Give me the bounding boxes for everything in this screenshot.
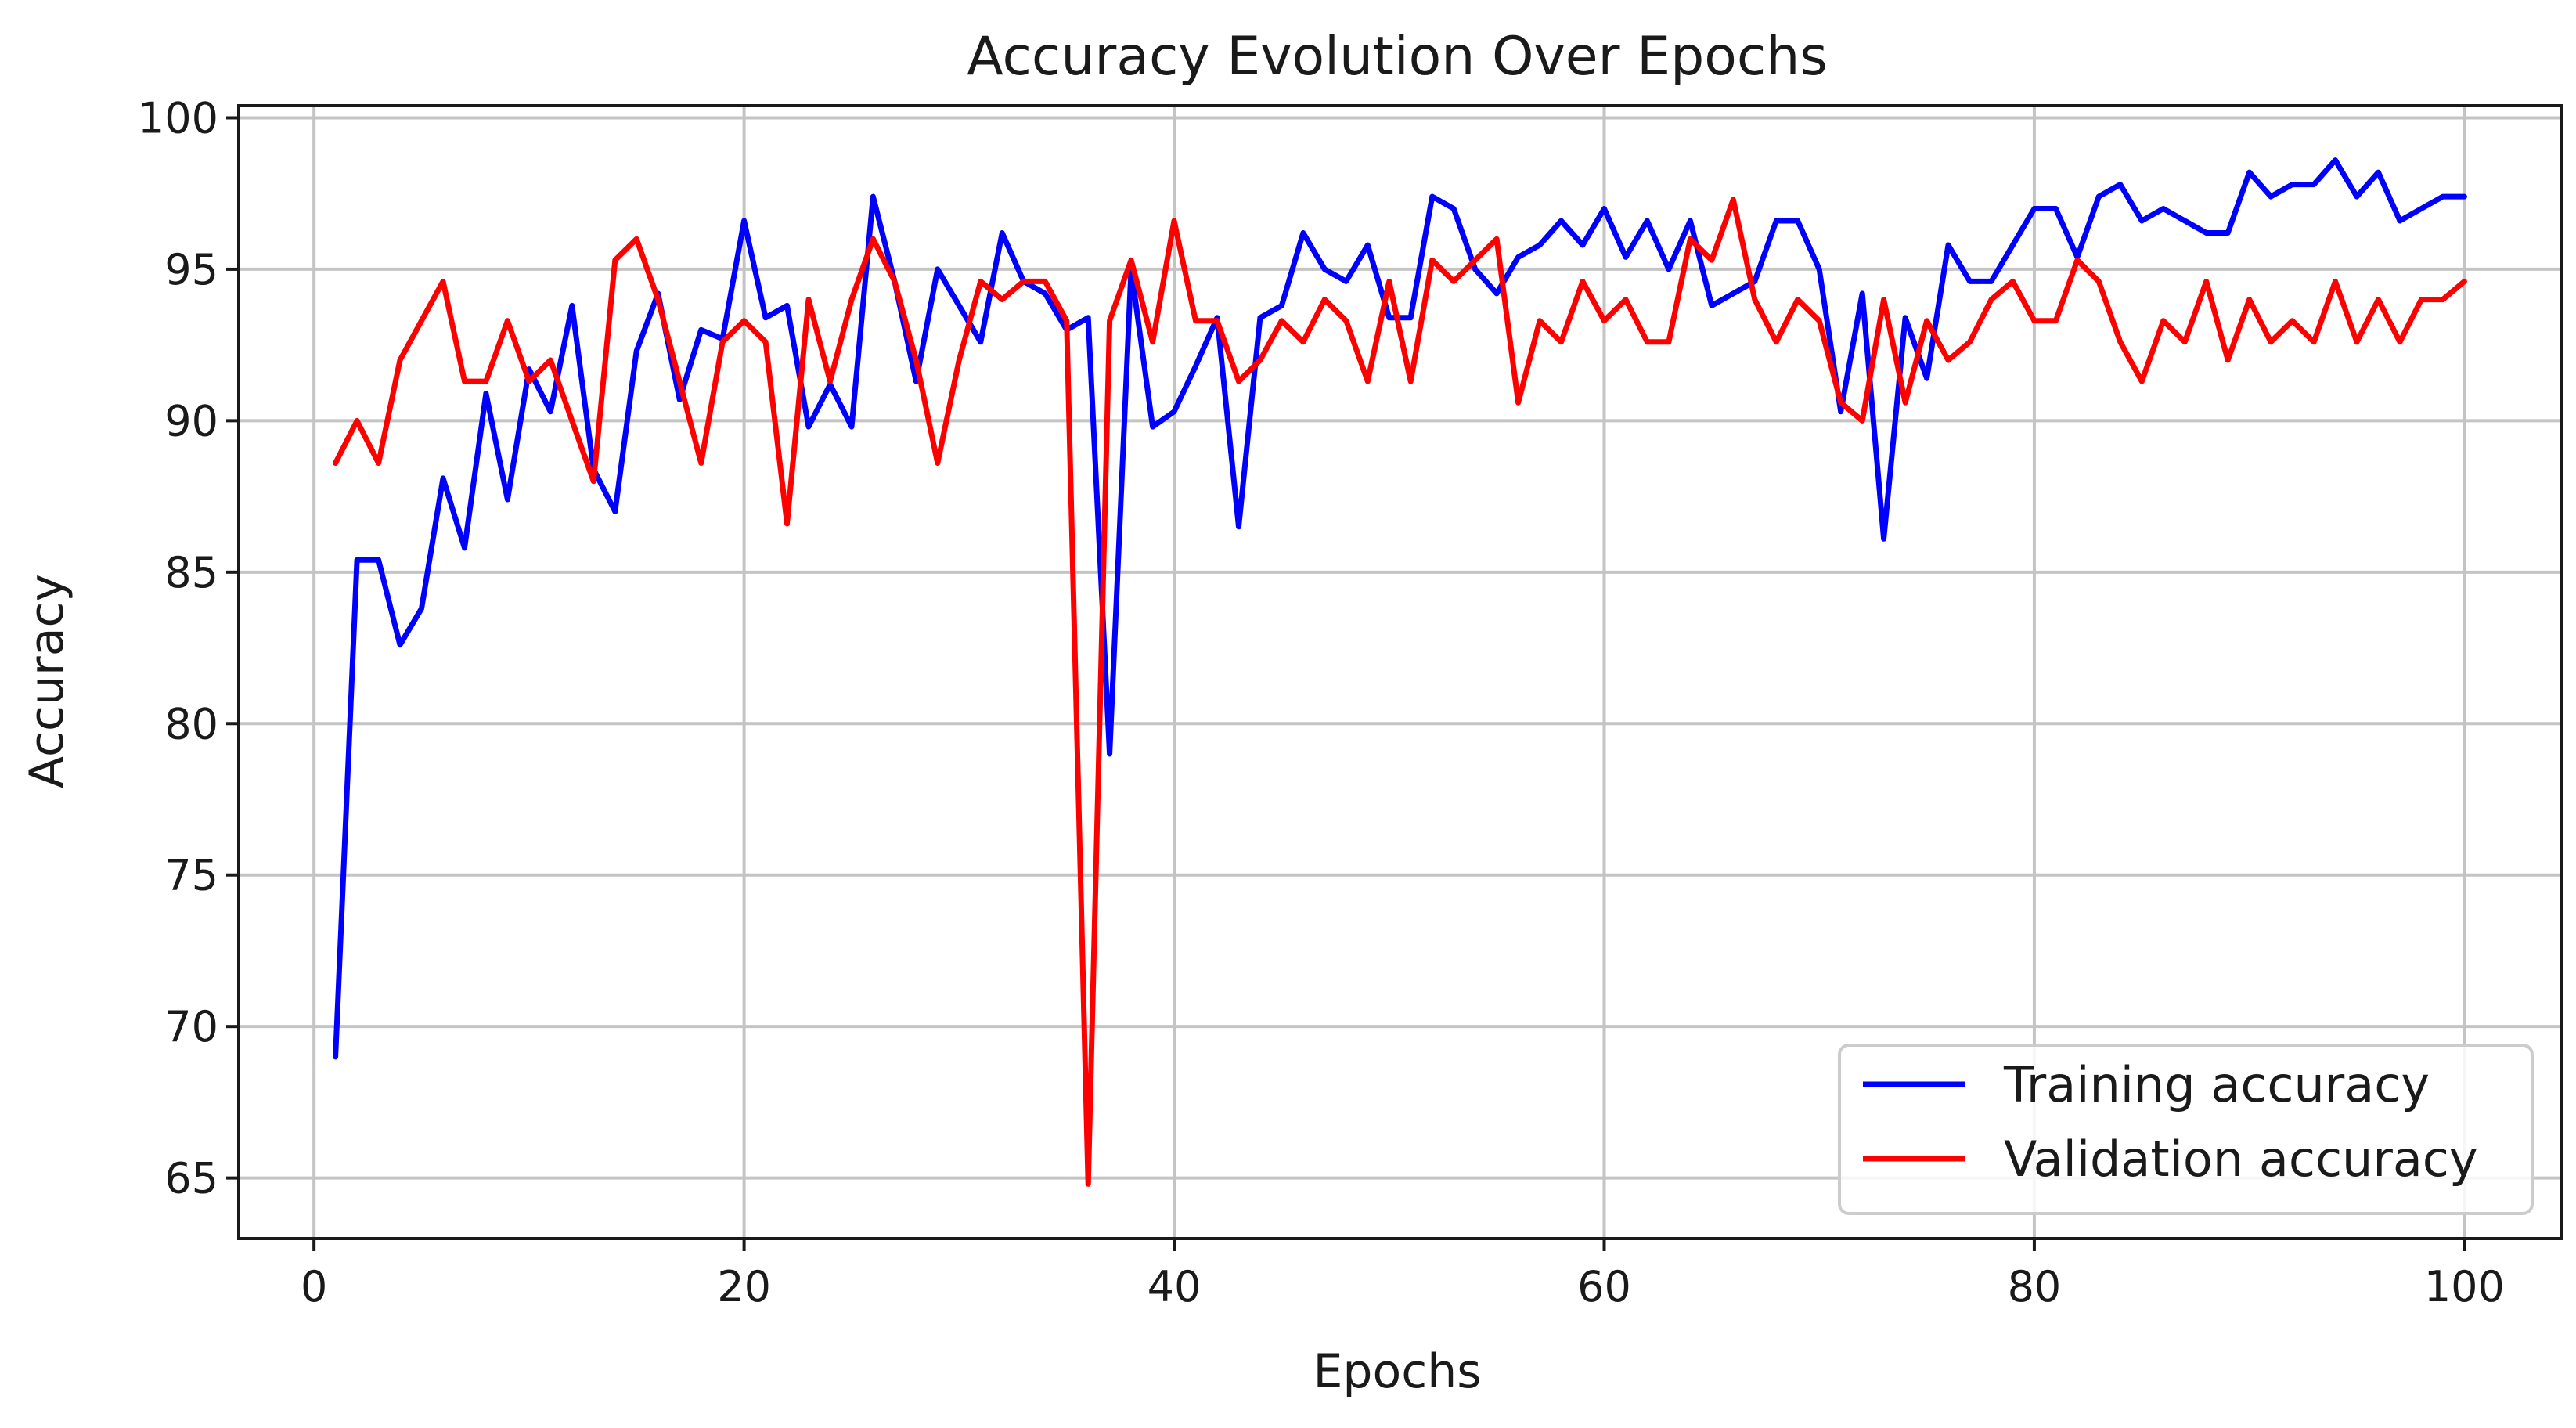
x-tick-label: 100 <box>2424 1262 2505 1311</box>
plot-frame <box>237 104 2563 1240</box>
legend-label-training: Training accuracy <box>2003 1056 2430 1113</box>
x-tick-label: 0 <box>301 1262 327 1311</box>
y-tick-label: 90 <box>164 396 218 445</box>
y-tick-label: 70 <box>164 1002 218 1051</box>
x-tick-label: 80 <box>2008 1262 2062 1311</box>
y-tick-label: 65 <box>164 1154 218 1203</box>
legend-box <box>1838 1044 2534 1215</box>
training-accuracy-line <box>333 157 2467 1060</box>
x-axis-ticks: 0 20 40 60 80 100 <box>301 1239 2505 1311</box>
y-axis-label: Accuracy <box>20 574 74 788</box>
y-tick-label: 75 <box>164 851 218 900</box>
x-tick-label: 20 <box>717 1262 771 1311</box>
x-tick-label: 40 <box>1147 1262 1202 1311</box>
series-layer <box>333 157 2467 1187</box>
legend-label-validation: Validation accuracy <box>2004 1130 2478 1188</box>
y-axis-ticks: 65 70 75 80 85 90 95 100 <box>138 93 239 1203</box>
y-tick-label: 80 <box>164 699 218 748</box>
y-tick-label: 95 <box>164 245 218 294</box>
x-axis-label: Epochs <box>1313 1344 1482 1399</box>
chart-title: Accuracy Evolution Over Epochs <box>967 26 1828 88</box>
y-tick-label: 100 <box>138 93 218 142</box>
validation-accuracy-line <box>333 197 2467 1187</box>
legend: Training accuracy Validation accuracy <box>1838 1044 2534 1215</box>
y-tick-label: 85 <box>164 548 218 597</box>
x-tick-label: 60 <box>1577 1262 1631 1311</box>
